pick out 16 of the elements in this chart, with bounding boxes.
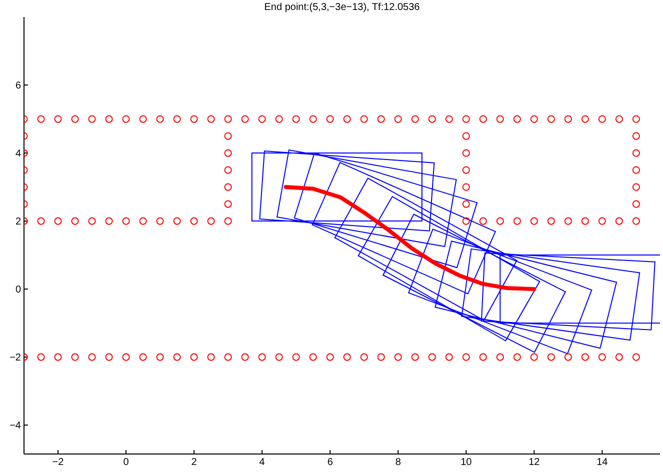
chart-title: End point:(5,3,−3e−13), Tf:12.0536 <box>263 2 421 13</box>
x-tick-label: 14 <box>596 457 608 468</box>
x-tick-label: 8 <box>395 457 402 468</box>
y-tick-label: 6 <box>15 80 22 92</box>
x-tick-label: 10 <box>460 457 472 468</box>
y-tick-label: −2 <box>10 352 22 364</box>
x-tick-label: 12 <box>528 457 540 468</box>
x-tick-label: 4 <box>259 457 266 468</box>
x-tick-label: 6 <box>327 457 334 468</box>
y-tick-label: 0 <box>15 284 22 296</box>
y-tick-label: −4 <box>10 420 22 432</box>
x-tick-label: 0 <box>123 457 130 468</box>
y-tick-label: 4 <box>15 148 22 160</box>
y-tick-label: 2 <box>15 216 22 228</box>
x-tick-label: −2 <box>52 457 64 468</box>
x-tick-label: 2 <box>191 457 198 468</box>
